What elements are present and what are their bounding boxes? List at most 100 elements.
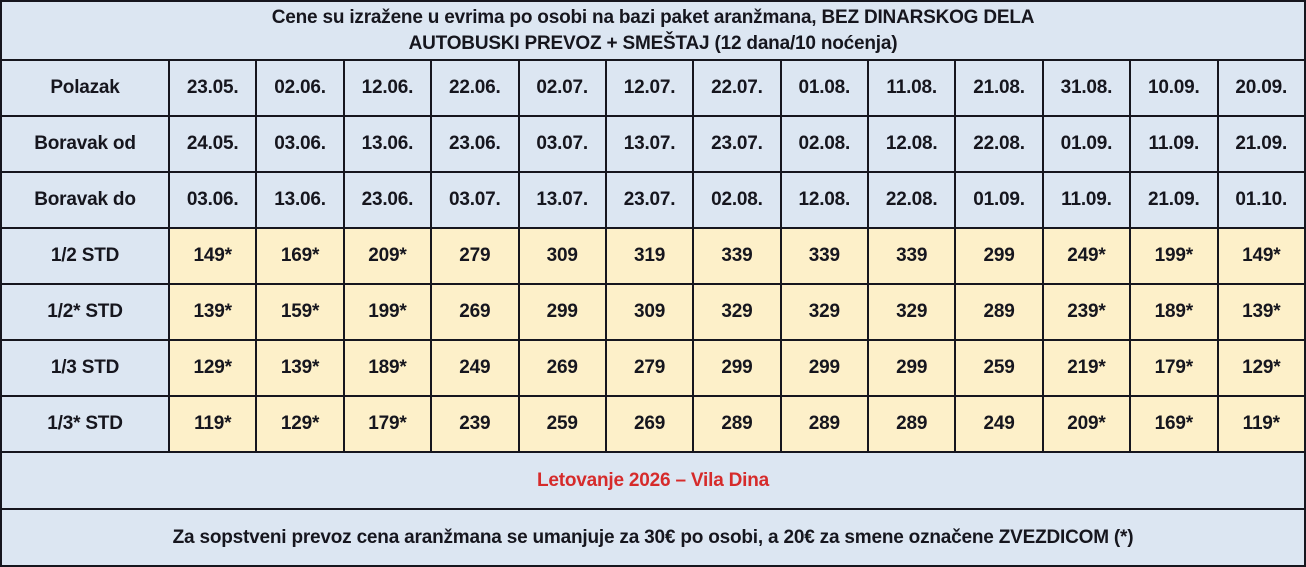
date-cell: 01.08.	[779, 59, 870, 117]
price-cell: 259	[517, 395, 607, 453]
price-cell: 289	[866, 395, 957, 453]
date-cell: 13.06.	[342, 115, 433, 173]
date-cell: 13.06.	[255, 171, 345, 229]
price-cell: 249	[954, 395, 1044, 453]
date-cell: 03.07.	[517, 115, 607, 173]
footer-title-row: Letovanje 2026 – Vila Dina	[0, 451, 1306, 510]
row-label: 1/3 STD	[0, 339, 170, 397]
date-cell: 11.08.	[866, 59, 957, 117]
date-cell: 23.07.	[692, 115, 782, 173]
date-cell: 21.09.	[1216, 115, 1306, 173]
price-cell: 139*	[1216, 283, 1306, 341]
price-cell: 139*	[167, 283, 258, 341]
price-cell: 189*	[1129, 283, 1219, 341]
date-cell: 23.06.	[342, 171, 433, 229]
price-cell: 199*	[342, 283, 433, 341]
date-cell: 02.08.	[692, 171, 782, 229]
date-cell: 22.08.	[954, 115, 1044, 173]
price-cell: 299	[779, 339, 870, 397]
date-cell: 12.06.	[342, 59, 433, 117]
price-cell: 199*	[1129, 227, 1219, 285]
date-cell: 02.08.	[779, 115, 870, 173]
price-cell: 209*	[342, 227, 433, 285]
price-cell: 129*	[255, 395, 345, 453]
date-cell: 21.08.	[954, 59, 1044, 117]
price-cell: 299	[517, 283, 607, 341]
date-cell: 23.07.	[604, 171, 695, 229]
date-cell: 01.10.	[1216, 171, 1306, 229]
date-cell: 03.06.	[167, 171, 258, 229]
price-cell: 239*	[1041, 283, 1132, 341]
row-label: Polazak	[0, 59, 170, 117]
price-cell: 149*	[167, 227, 258, 285]
price-cell: 269	[604, 395, 695, 453]
price-cell: 219*	[1041, 339, 1132, 397]
row-label: 1/2 STD	[0, 227, 170, 285]
price-cell: 289	[954, 283, 1044, 341]
date-cell: 10.09.	[1129, 59, 1219, 117]
price-cell: 249	[430, 339, 520, 397]
price-cell: 179*	[1129, 339, 1219, 397]
price-cell: 329	[692, 283, 782, 341]
row-label: Boravak do	[0, 171, 170, 229]
price-cell: 329	[866, 283, 957, 341]
price-cell: 269	[430, 283, 520, 341]
date-cell: 02.07.	[517, 59, 607, 117]
price-row: 1/2 STD 149* 169* 209* 279 309 319 339 339 339 299…	[0, 227, 1306, 285]
price-cell: 309	[604, 283, 695, 341]
date-cell: 20.09.	[1216, 59, 1306, 117]
date-cell: 22.07.	[692, 59, 782, 117]
price-cell: 299	[954, 227, 1044, 285]
table-title-line1: Cene su izražene u evrima po osobi na ba…	[271, 6, 1035, 28]
date-cell: 12.08.	[779, 171, 870, 229]
table-title-row: Cene su izražene u evrima po osobi na ba…	[0, 0, 1306, 61]
price-cell: 319	[604, 227, 695, 285]
price-cell: 279	[604, 339, 695, 397]
row-label: 1/3* STD	[0, 395, 170, 453]
price-cell: 129*	[1216, 339, 1306, 397]
price-cell: 129*	[167, 339, 258, 397]
table-title: Cene su izražene u evrima po osobi na ba…	[0, 0, 1306, 61]
date-cell: 13.07.	[517, 171, 607, 229]
price-cell: 339	[692, 227, 782, 285]
price-row: 1/3* STD 119* 129* 179* 239 259 269 289 289 289 24…	[0, 395, 1306, 453]
date-cell: 31.08.	[1041, 59, 1132, 117]
price-row: 1/2* STD 139* 159* 199* 269 299 309 329 329 329 28…	[0, 283, 1306, 341]
price-cell: 139*	[255, 339, 345, 397]
price-cell: 289	[779, 395, 870, 453]
price-cell: 239	[430, 395, 520, 453]
price-cell: 149*	[1216, 227, 1306, 285]
date-cell: 13.07.	[604, 115, 695, 173]
price-cell: 249*	[1041, 227, 1132, 285]
date-cell: 21.09.	[1129, 171, 1219, 229]
footer-note-row: Za sopstveni prevoz cena aranžmana se um…	[0, 508, 1306, 567]
price-cell: 189*	[342, 339, 433, 397]
date-cell: 22.08.	[866, 171, 957, 229]
date-cell: 02.06.	[255, 59, 345, 117]
price-cell: 279	[430, 227, 520, 285]
row-label: 1/2* STD	[0, 283, 170, 341]
price-cell: 339	[779, 227, 870, 285]
price-cell: 309	[517, 227, 607, 285]
row-label: Boravak od	[0, 115, 170, 173]
date-cell: 12.08.	[866, 115, 957, 173]
date-cell: 01.09.	[954, 171, 1044, 229]
date-cell: 23.06.	[430, 115, 520, 173]
date-cell: 03.07.	[430, 171, 520, 229]
date-row: Polazak 23.05. 02.06. 12.06. 22.06. 02.07. 12.…	[0, 59, 1306, 117]
price-cell: 159*	[255, 283, 345, 341]
footer-note: Za sopstveni prevoz cena aranžmana se um…	[0, 508, 1306, 567]
price-cell: 329	[779, 283, 870, 341]
date-cell: 23.05.	[167, 59, 258, 117]
date-cell: 01.09.	[1041, 115, 1132, 173]
price-cell: 339	[866, 227, 957, 285]
date-cell: 11.09.	[1129, 115, 1219, 173]
price-cell: 179*	[342, 395, 433, 453]
footer-title: Letovanje 2026 – Vila Dina	[0, 451, 1306, 510]
price-row: 1/3 STD 129* 139* 189* 249 269 279 299 299 299 259…	[0, 339, 1306, 397]
table-title-line2: AUTOBUSKI PREVOZ + SMEŠTAJ (12 dana/10 n…	[408, 32, 898, 54]
price-cell: 289	[692, 395, 782, 453]
price-cell: 269	[517, 339, 607, 397]
price-cell: 169*	[1129, 395, 1219, 453]
